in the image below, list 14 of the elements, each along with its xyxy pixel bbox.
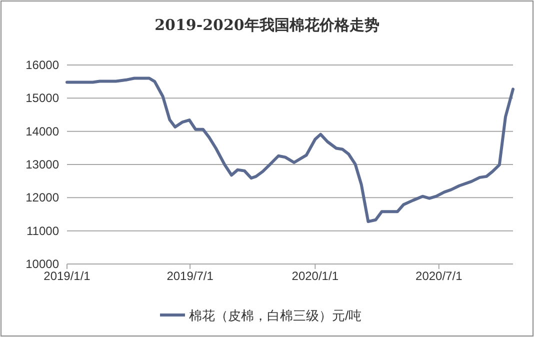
y-tick-label: 10000 <box>26 257 60 271</box>
y-tick-label: 15000 <box>26 91 60 106</box>
line-series <box>66 76 514 224</box>
y-tick-label: 14000 <box>26 124 60 138</box>
y-tick-label: 11000 <box>26 224 60 238</box>
x-tick-label: 2019/7/1 <box>166 269 214 283</box>
y-tick-label: 12000 <box>26 190 60 205</box>
x-tick-label: 2020/7/1 <box>416 269 463 283</box>
x-tick-label: 2020/1/1 <box>292 269 339 283</box>
y-tick-label: 13000 <box>26 158 60 172</box>
chart-title: 2019-2020年我国棉花价格走势 <box>154 16 380 34</box>
y-tick-label: 16000 <box>26 58 60 72</box>
legend-label: 棉花（皮棉，白棉三级）元/吨 <box>189 308 362 323</box>
x-tick-label: 2019/1/1 <box>44 269 91 283</box>
